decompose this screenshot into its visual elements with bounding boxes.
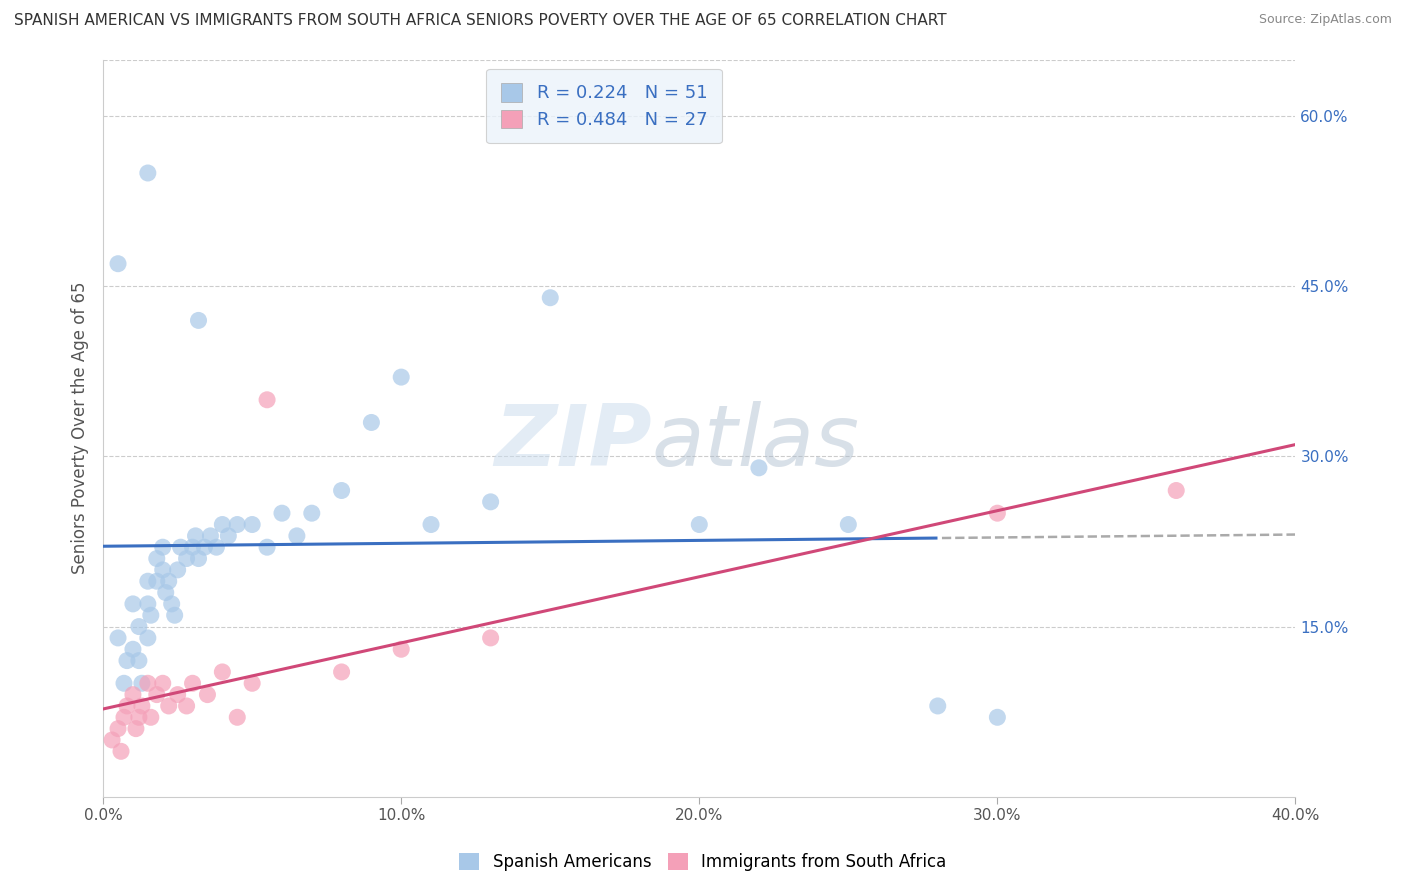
Point xyxy=(166,688,188,702)
Point xyxy=(176,551,198,566)
Point xyxy=(226,710,249,724)
Point xyxy=(1166,483,1188,498)
Point xyxy=(285,529,308,543)
Text: atlas: atlas xyxy=(651,401,859,484)
Point xyxy=(107,257,129,271)
Text: ZIP: ZIP xyxy=(494,401,651,484)
Point xyxy=(136,676,159,690)
Point xyxy=(986,506,1008,520)
Point xyxy=(240,517,263,532)
Point xyxy=(146,551,169,566)
Text: Source: ZipAtlas.com: Source: ZipAtlas.com xyxy=(1258,13,1392,27)
Point xyxy=(122,688,145,702)
Point xyxy=(479,495,502,509)
Point xyxy=(200,529,222,543)
Point xyxy=(160,597,183,611)
Point xyxy=(136,166,159,180)
Point xyxy=(176,698,198,713)
Point xyxy=(256,540,278,554)
Point xyxy=(187,551,209,566)
Point xyxy=(128,710,150,724)
Point xyxy=(128,654,150,668)
Point xyxy=(131,698,153,713)
Point xyxy=(136,631,159,645)
Point xyxy=(986,710,1008,724)
Point xyxy=(131,676,153,690)
Point xyxy=(389,370,412,384)
Point xyxy=(184,529,207,543)
Point xyxy=(139,608,162,623)
Point xyxy=(301,506,323,520)
Point xyxy=(181,676,204,690)
Point xyxy=(157,698,180,713)
Point xyxy=(193,540,215,554)
Point xyxy=(211,665,233,679)
Point xyxy=(157,574,180,589)
Point xyxy=(330,483,353,498)
Point xyxy=(256,392,278,407)
Point xyxy=(927,698,949,713)
Point xyxy=(360,416,382,430)
Point xyxy=(115,698,138,713)
Point xyxy=(748,460,770,475)
Point xyxy=(205,540,228,554)
Point xyxy=(152,563,174,577)
Point xyxy=(169,540,191,554)
Point xyxy=(330,665,353,679)
Legend: R = 0.224   N = 51, R = 0.484   N = 27: R = 0.224 N = 51, R = 0.484 N = 27 xyxy=(486,69,721,144)
Point xyxy=(101,733,124,747)
Point xyxy=(110,744,132,758)
Point xyxy=(112,676,135,690)
Point xyxy=(197,688,219,702)
Point xyxy=(107,722,129,736)
Point xyxy=(240,676,263,690)
Point xyxy=(146,688,169,702)
Legend: Spanish Americans, Immigrants from South Africa: Spanish Americans, Immigrants from South… xyxy=(451,845,955,880)
Point xyxy=(226,517,249,532)
Point xyxy=(837,517,859,532)
Text: SPANISH AMERICAN VS IMMIGRANTS FROM SOUTH AFRICA SENIORS POVERTY OVER THE AGE OF: SPANISH AMERICAN VS IMMIGRANTS FROM SOUT… xyxy=(14,13,946,29)
Point xyxy=(112,710,135,724)
Point xyxy=(479,631,502,645)
Point xyxy=(122,642,145,657)
Point xyxy=(211,517,233,532)
Point xyxy=(139,710,162,724)
Point xyxy=(688,517,710,532)
Point xyxy=(107,631,129,645)
Point xyxy=(181,540,204,554)
Point xyxy=(136,574,159,589)
Point xyxy=(152,676,174,690)
Point xyxy=(163,608,186,623)
Point xyxy=(128,619,150,633)
Point xyxy=(271,506,294,520)
Point xyxy=(538,291,561,305)
Point xyxy=(187,313,209,327)
Point xyxy=(217,529,239,543)
Point xyxy=(155,585,177,599)
Point xyxy=(125,722,148,736)
Point xyxy=(389,642,412,657)
Point xyxy=(152,540,174,554)
Point xyxy=(146,574,169,589)
Y-axis label: Seniors Poverty Over the Age of 65: Seniors Poverty Over the Age of 65 xyxy=(72,282,89,574)
Point xyxy=(122,597,145,611)
Point xyxy=(115,654,138,668)
Point xyxy=(166,563,188,577)
Point xyxy=(420,517,443,532)
Point xyxy=(136,597,159,611)
